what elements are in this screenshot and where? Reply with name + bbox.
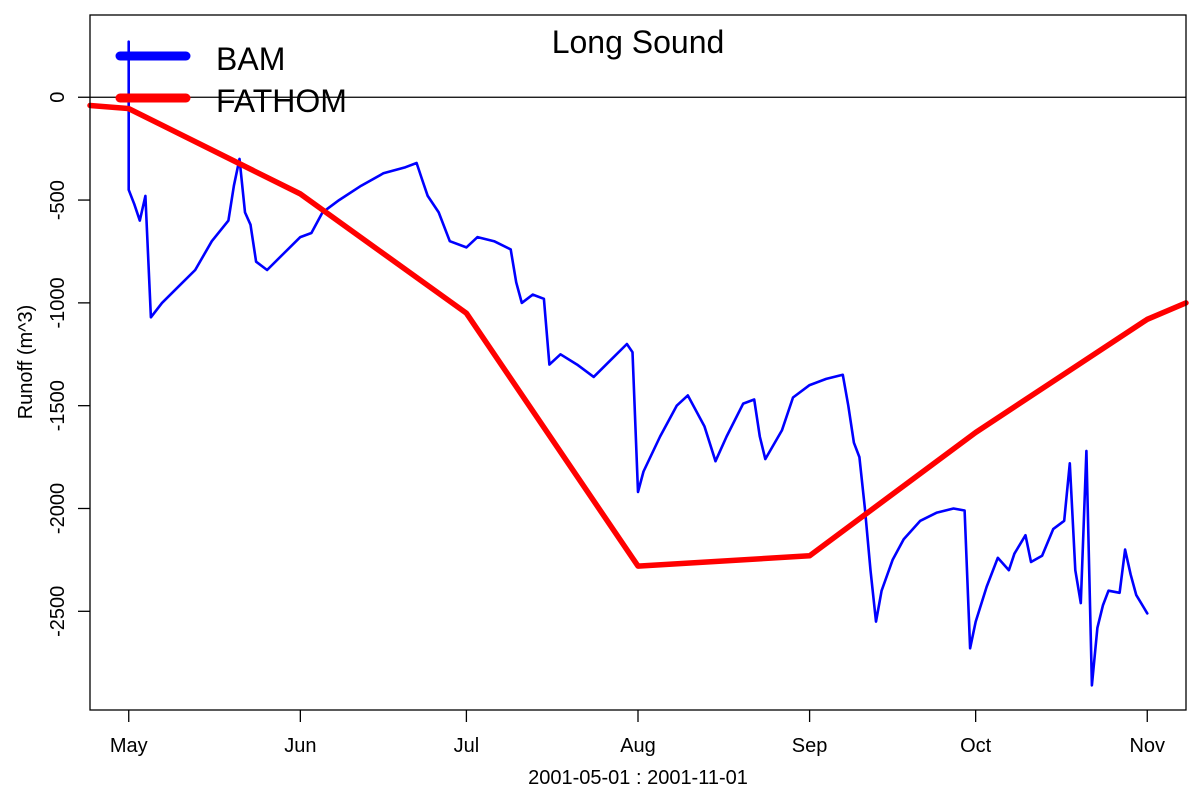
x-tick-label-jul: Jul	[454, 735, 480, 757]
legend-label-bam: BAM	[216, 41, 285, 77]
series-line-fathom	[87, 102, 1189, 569]
y-tick-label-0: 0	[47, 92, 69, 103]
y-tick-label-neg500: -500	[47, 180, 69, 220]
y-axis-title: Runoff (m^3)	[15, 305, 37, 420]
x-tick-label-may: May	[110, 735, 148, 757]
y-axis: 0 -500 -1000 -1500 -2000 -2500	[47, 92, 90, 637]
series-line-bam	[127, 40, 1149, 687]
legend: BAM FATHOM	[115, 41, 347, 119]
y-tick-label-neg2000: -2000	[47, 483, 69, 534]
series-layer	[87, 40, 1189, 687]
x-axis-title: 2001-05-01 : 2001-11-01	[528, 767, 748, 789]
plot-frame	[89, 14, 1187, 711]
x-axis: May Jun Jul Aug Sep Oct Nov	[110, 710, 1165, 757]
y-tick-label-neg1500: -1500	[47, 380, 69, 431]
legend-label-fathom: FATHOM	[216, 83, 347, 119]
x-tick-label-jun: Jun	[284, 735, 316, 757]
x-tick-label-nov: Nov	[1129, 735, 1165, 757]
chart-title: Long Sound	[552, 24, 725, 60]
y-tick-label-neg1000: -1000	[47, 277, 69, 328]
x-tick-label-aug: Aug	[620, 735, 656, 757]
x-tick-label-sep: Sep	[792, 735, 828, 757]
y-tick-label-neg2500: -2500	[47, 586, 69, 637]
x-tick-label-oct: Oct	[960, 735, 992, 757]
